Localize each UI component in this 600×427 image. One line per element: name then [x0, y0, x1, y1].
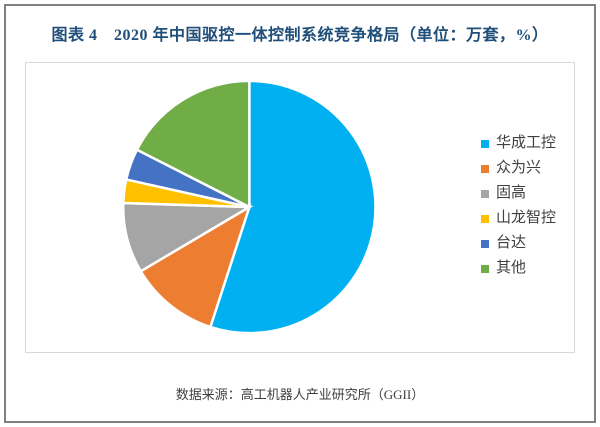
legend-marker-icon: [481, 239, 489, 248]
legend: 华成工控众为兴固高山龙智控台达其他: [481, 131, 556, 281]
legend-marker-icon: [481, 164, 489, 173]
chart-title: 图表 4 2020 年中国驱控一体控制系统竞争格局（单位：万套，%）: [51, 27, 549, 44]
legend-marker-icon: [481, 189, 489, 198]
legend-item: 华成工控: [481, 131, 556, 156]
legend-label: 台达: [496, 235, 527, 251]
legend-item: 其他: [481, 256, 556, 281]
pie-slice-众为兴: [139, 204, 252, 329]
pie-slice-华成工控: [208, 79, 377, 335]
pie-chart: [122, 79, 377, 335]
legend-label: 其他: [496, 260, 527, 276]
legend-marker-icon: [481, 264, 489, 273]
legend-label: 山龙智控: [496, 210, 557, 226]
legend-item: 山龙智控: [481, 206, 556, 231]
legend-label: 华成工控: [496, 135, 557, 151]
legend-item: 台达: [481, 231, 556, 256]
legend-marker-icon: [481, 214, 489, 223]
data-source: 数据来源：高工机器人产业研究所（GGII）: [175, 387, 425, 402]
legend-label: 众为兴: [496, 160, 542, 176]
legend-item: 固高: [481, 181, 556, 206]
chart-area: 华成工控众为兴固高山龙智控台达其他: [25, 62, 575, 353]
legend-marker-icon: [481, 139, 489, 148]
legend-label: 固高: [496, 185, 527, 201]
legend-item: 众为兴: [481, 156, 556, 181]
pie-slice-其他: [135, 79, 251, 210]
